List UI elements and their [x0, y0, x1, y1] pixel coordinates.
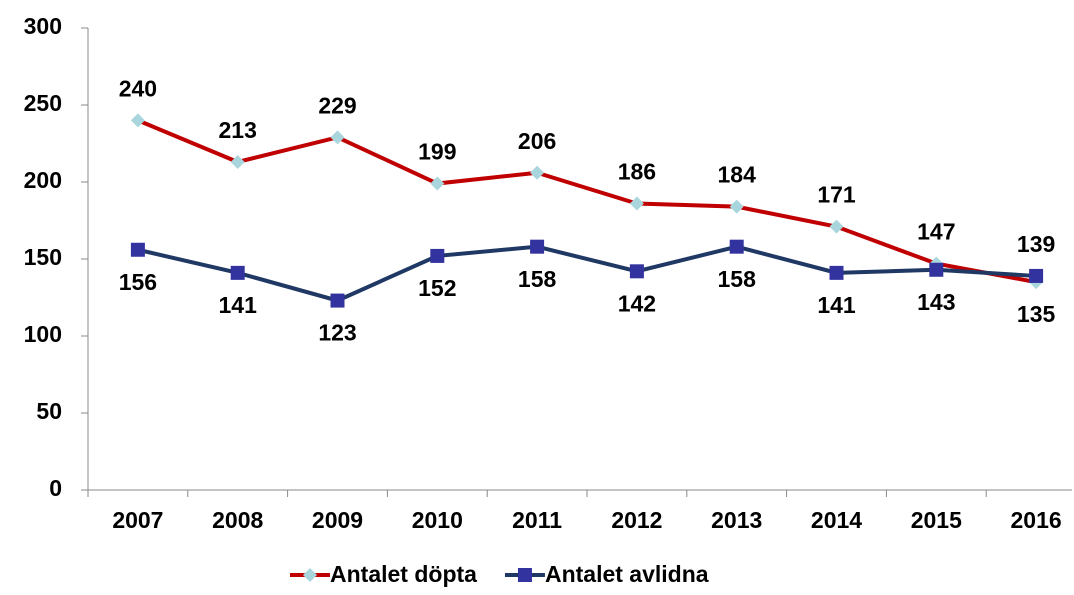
data-point [430, 248, 445, 263]
y-tick-label: 250 [24, 90, 62, 116]
x-tick-label: 2010 [412, 507, 463, 533]
data-label: 213 [219, 117, 257, 143]
data-label: 206 [518, 128, 556, 154]
data-point [929, 262, 944, 277]
data-point [430, 176, 445, 191]
data-label: 141 [817, 292, 856, 318]
data-label: 147 [917, 219, 955, 245]
y-tick-label: 100 [24, 321, 62, 347]
data-label: 139 [1017, 231, 1055, 257]
data-label: 240 [119, 75, 157, 101]
data-point [130, 113, 145, 128]
data-label: 141 [219, 292, 258, 318]
x-tick-label: 2008 [212, 507, 263, 533]
data-point [230, 265, 245, 280]
data-label: 143 [917, 289, 955, 315]
legend-marker [517, 568, 532, 582]
data-label: 186 [618, 159, 656, 185]
data-label: 158 [718, 266, 757, 292]
y-tick-label: 200 [24, 167, 62, 193]
data-label: 156 [119, 269, 157, 295]
legend-marker [303, 568, 317, 582]
data-point [330, 293, 345, 308]
series-line [137, 118, 1037, 285]
data-label: 171 [817, 182, 856, 208]
data-point [530, 165, 545, 180]
data-point [629, 196, 644, 211]
data-point [829, 265, 844, 280]
legend-label: Antalet avlidna [545, 561, 709, 587]
data-point [330, 130, 345, 145]
x-tick-label: 2015 [911, 507, 962, 533]
data-point [130, 242, 145, 257]
data-label: 199 [418, 139, 456, 165]
data-label: 135 [1017, 301, 1056, 327]
data-label: 142 [618, 290, 656, 316]
data-point [729, 239, 744, 254]
data-point [729, 199, 744, 214]
x-tick-label: 2013 [711, 507, 762, 533]
x-tick-label: 2016 [1011, 507, 1062, 533]
data-label: 229 [318, 92, 356, 118]
data-label: 152 [418, 275, 456, 301]
data-label: 184 [718, 162, 757, 188]
data-point [530, 239, 545, 254]
legend-label: Antalet döpta [330, 561, 477, 587]
y-tick-label: 300 [24, 13, 62, 39]
data-point [629, 264, 644, 279]
x-tick-label: 2009 [312, 507, 363, 533]
x-tick-label: 2014 [811, 507, 862, 533]
x-tick-label: 2012 [611, 507, 662, 533]
x-tick-label: 2011 [512, 507, 562, 533]
data-point [829, 219, 844, 234]
data-point [230, 154, 245, 169]
data-label: 123 [318, 320, 356, 346]
y-tick-label: 150 [24, 244, 62, 270]
x-tick-label: 2007 [112, 507, 163, 533]
y-tick-label: 50 [36, 398, 62, 424]
data-point [1029, 268, 1044, 283]
data-label: 158 [518, 266, 557, 292]
y-tick-label: 0 [49, 475, 62, 501]
series-line [137, 244, 1037, 303]
